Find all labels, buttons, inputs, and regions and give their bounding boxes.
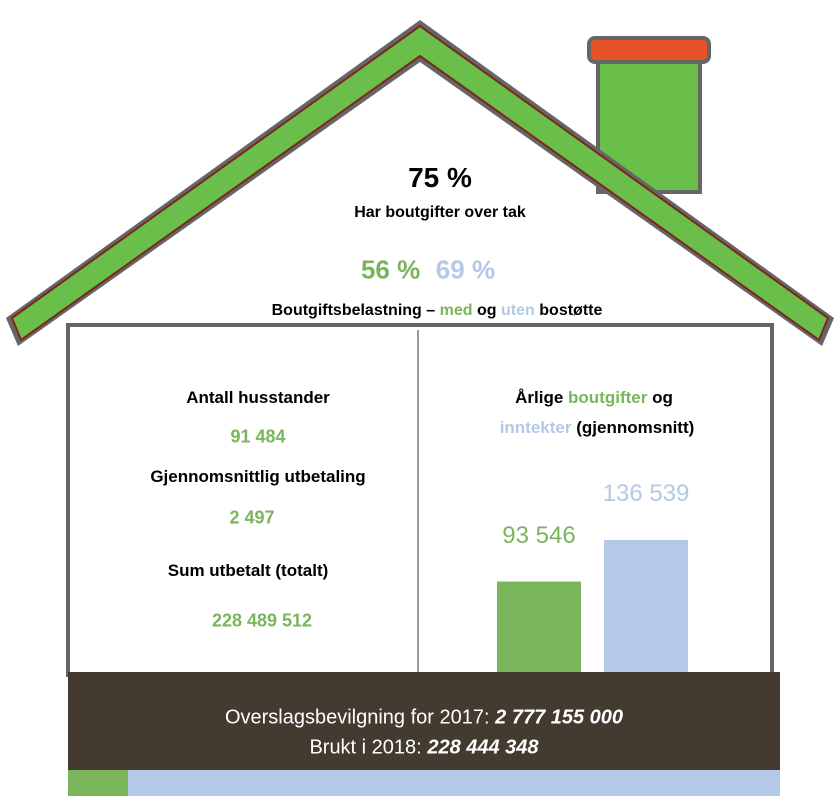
without-support: 69 % xyxy=(435,254,496,285)
with-support: 56 % xyxy=(360,254,421,285)
footer-stripe xyxy=(68,770,128,796)
footer-text: Overslagsbevilgning for 2017: xyxy=(224,706,490,729)
bar-label: 93 546 xyxy=(502,521,576,549)
stat-label-text: Sum utbetalt (totalt) xyxy=(167,561,329,580)
headline-value: 75 % xyxy=(408,162,472,193)
legend-text: med xyxy=(439,302,473,319)
legend-text: Boutgiftsbelastning – xyxy=(271,302,436,319)
stat-value-text: 91 484 xyxy=(230,426,286,447)
legend-text: og xyxy=(477,302,497,319)
stat-value-text: 228 489 512 xyxy=(211,610,313,631)
title-text: og xyxy=(652,388,673,407)
footer-stripe xyxy=(128,770,780,796)
stat-label: Sum utbetalt (totalt) xyxy=(168,561,329,581)
footer-line: Overslagsbevilgning for 2017: 2 777 155 0… xyxy=(225,707,623,730)
stat-label-text: Antall husstander xyxy=(186,388,330,407)
bar xyxy=(604,539,688,672)
legend: Boutgiftsbelastning – med og uten bostøtte xyxy=(272,302,603,320)
title-text: inntekter xyxy=(499,418,572,437)
bar-label: 136 539 xyxy=(602,479,690,507)
footer-value: 228 444 348 xyxy=(427,736,539,759)
bar xyxy=(497,581,581,672)
caption: Har boutgifter over tak xyxy=(354,204,526,222)
footer-value: 2 777 155 000 xyxy=(495,706,624,729)
caption-text: Har boutgifter over tak xyxy=(354,204,526,221)
stat-value: 91 484 xyxy=(230,427,285,448)
chart-title: inntekter (gjennomsnitt) xyxy=(500,418,695,438)
legend-text: uten xyxy=(501,302,535,319)
stat-value: 2 497 xyxy=(229,508,274,529)
roof xyxy=(10,24,830,342)
title-text: Årlige xyxy=(515,388,564,407)
title-text: (gjennomsnitt) xyxy=(576,418,695,437)
stat-label: Antall husstander xyxy=(186,388,330,408)
percent-pair: 56 % 69 % xyxy=(361,255,495,286)
legend-text: bostøtte xyxy=(539,302,603,319)
headline: 75 % xyxy=(408,162,472,194)
footer-line: Brukt i 2018: 228 444 348 xyxy=(309,737,538,760)
stat-label: Gjennomsnittlig utbetaling xyxy=(150,467,365,487)
footer-band xyxy=(68,672,780,770)
title-text: boutgifter xyxy=(568,388,648,407)
chimney-cap xyxy=(587,36,711,64)
stat-value-text: 2 497 xyxy=(229,507,275,528)
chart-title: Årlige boutgifter og xyxy=(515,388,673,408)
stat-label-text: Gjennomsnittlig utbetaling xyxy=(150,467,366,486)
stat-value: 228 489 512 xyxy=(212,611,312,632)
footer-text: Brukt i 2018: xyxy=(309,736,422,759)
